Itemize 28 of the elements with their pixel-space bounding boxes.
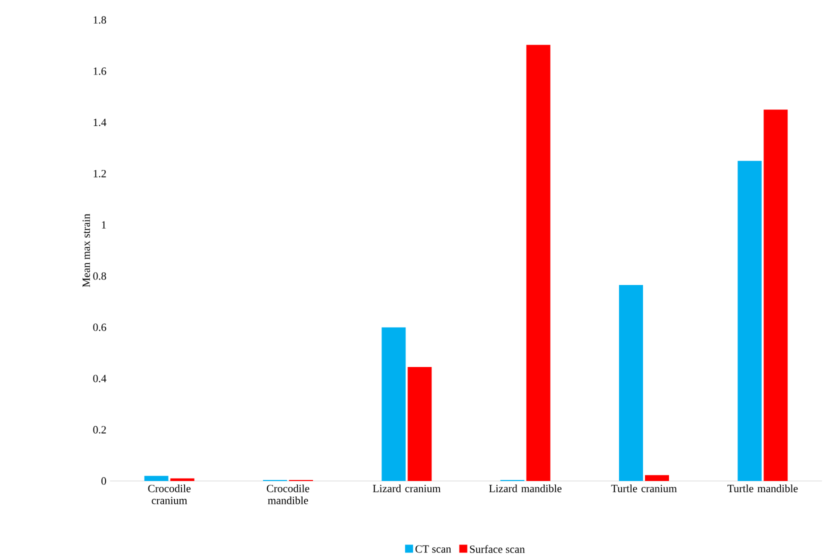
y-tick-label: 1.6 <box>94 68 106 75</box>
y-tick-label: 1.2 <box>94 170 106 178</box>
bar <box>738 160 762 481</box>
x-tick-label: Crocodile mandible <box>266 484 310 504</box>
bar <box>170 478 194 481</box>
x-tick-label: Turtle mandible <box>727 484 798 492</box>
x-tick-label: Turtle cranium <box>611 484 677 492</box>
y-tick-label: 1 <box>102 221 106 228</box>
legend-label: CT scan <box>416 545 452 553</box>
legend-label: Surface scan <box>470 545 525 553</box>
y-axis-title: Mean max strain <box>82 214 90 287</box>
y-tick-label: 1.8 <box>94 16 106 24</box>
bar <box>619 285 644 481</box>
y-tick-label: 0.2 <box>93 426 106 434</box>
bar <box>144 476 168 481</box>
x-tick-label: Lizard cranium <box>372 484 441 492</box>
x-tick-label: Crocodile cranium <box>148 484 191 504</box>
y-tick-label: 1.4 <box>94 118 106 126</box>
x-tick-label: Lizard mandible <box>489 484 562 492</box>
bar <box>526 44 550 481</box>
y-tick-label: 0.6 <box>93 324 106 332</box>
bar <box>645 475 670 481</box>
bar <box>382 327 406 481</box>
y-tick-label: 0 <box>101 477 106 485</box>
bar <box>408 367 432 481</box>
y-tick-label: 0.8 <box>93 272 106 280</box>
bar <box>764 110 788 481</box>
y-tick-label: 0.4 <box>93 374 106 382</box>
